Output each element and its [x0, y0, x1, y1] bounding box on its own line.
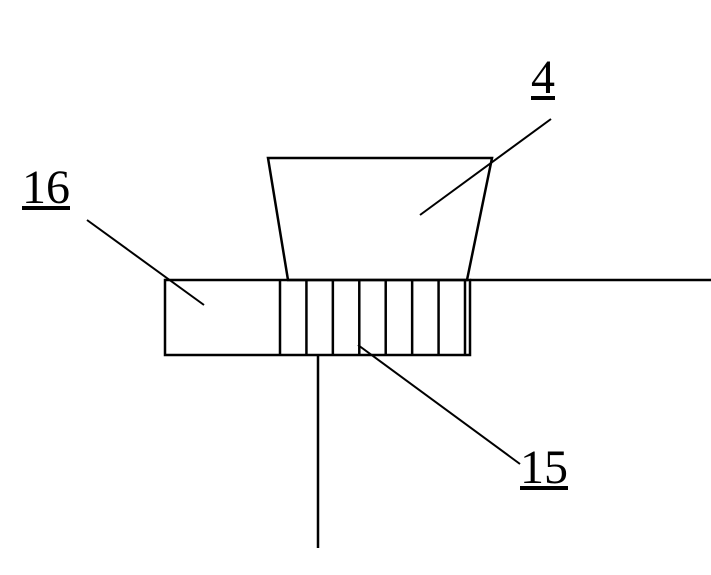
label-4: 4: [531, 50, 555, 105]
label-15: 15: [520, 440, 568, 495]
label-16: 16: [22, 160, 70, 215]
diagram-canvas: [0, 0, 711, 575]
drawing-group: [87, 119, 711, 548]
